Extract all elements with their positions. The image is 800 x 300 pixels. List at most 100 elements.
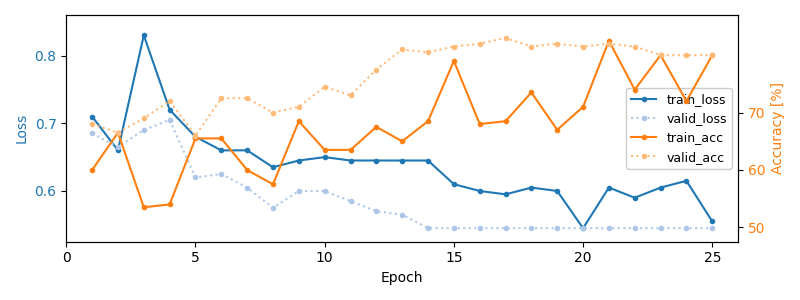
valid_loss [501,226,510,230]
valid_acc [630,45,639,48]
valid_loss [682,226,691,230]
train_acc [294,119,304,123]
X-axis label: Epoch: Epoch [381,271,423,285]
valid_loss [526,226,536,230]
train_loss [526,186,536,189]
valid_loss [268,206,278,210]
valid_loss [449,226,458,230]
Y-axis label: Accuracy [%]: Accuracy [%] [771,82,785,174]
train_loss [113,148,122,152]
valid_acc [553,42,562,46]
train_acc [398,140,407,143]
train_acc [656,53,666,57]
train_loss [656,186,666,189]
valid_loss [553,226,562,230]
valid_acc [656,53,666,57]
train_loss [682,179,691,183]
valid_loss [139,128,149,132]
valid_acc [190,134,200,137]
valid_loss [346,199,355,203]
valid_acc [526,45,536,48]
train_loss [190,135,200,139]
train_loss [449,182,458,186]
valid_loss [165,118,174,122]
train_loss [268,166,278,169]
train_loss [423,159,433,162]
train_loss [139,34,149,37]
valid_acc [398,48,407,51]
train_acc [604,39,614,43]
train_loss [242,148,252,152]
train_loss [707,220,717,223]
valid_loss [217,172,226,176]
valid_loss [190,176,200,179]
train_acc [139,206,149,209]
train_loss [371,159,381,162]
train_acc [553,128,562,132]
valid_loss [578,226,588,230]
train_loss [578,226,588,230]
valid_acc [165,99,174,103]
train_loss [475,189,485,193]
train_acc [242,168,252,172]
train_acc [423,119,433,123]
valid_acc [320,85,330,88]
train_acc [346,148,355,152]
train_acc [217,136,226,140]
valid_loss [604,226,614,230]
valid_loss [423,226,433,230]
valid_acc [449,45,458,48]
train_loss [294,159,304,162]
valid_acc [578,45,588,48]
train_acc [268,182,278,186]
valid_acc [139,116,149,120]
train_acc [87,168,97,172]
train_loss [165,108,174,112]
Line: valid_acc: valid_acc [90,36,714,138]
valid_loss [87,132,97,135]
train_loss [501,193,510,196]
valid_acc [87,122,97,126]
valid_loss [475,226,485,230]
valid_acc [242,96,252,100]
valid_acc [268,111,278,114]
valid_loss [630,226,639,230]
valid_acc [371,68,381,71]
Line: valid_loss: valid_loss [90,118,714,230]
valid_acc [475,42,485,46]
valid_loss [242,186,252,189]
valid_acc [113,131,122,134]
Legend: train_loss, valid_loss, train_acc, valid_acc: train_loss, valid_loss, train_acc, valid… [626,88,732,169]
Line: train_loss: train_loss [90,33,714,230]
valid_acc [707,53,717,57]
valid_acc [217,96,226,100]
train_acc [682,99,691,103]
valid_loss [656,226,666,230]
valid_loss [320,189,330,193]
valid_loss [707,226,717,230]
train_acc [526,91,536,94]
valid_acc [501,36,510,40]
train_loss [398,159,407,162]
valid_acc [682,53,691,57]
valid_acc [294,105,304,109]
train_acc [475,122,485,126]
Line: train_acc: train_acc [90,39,714,209]
train_acc [113,131,122,134]
train_loss [320,155,330,159]
valid_acc [604,42,614,46]
train_loss [553,189,562,193]
valid_acc [346,94,355,97]
train_loss [346,159,355,162]
train_loss [604,186,614,189]
train_acc [707,53,717,57]
train_acc [501,119,510,123]
train_acc [165,202,174,206]
valid_acc [423,50,433,54]
train_loss [217,148,226,152]
valid_loss [398,213,407,217]
train_acc [190,136,200,140]
train_loss [87,115,97,118]
train_acc [449,59,458,63]
Y-axis label: Loss: Loss [15,113,29,143]
